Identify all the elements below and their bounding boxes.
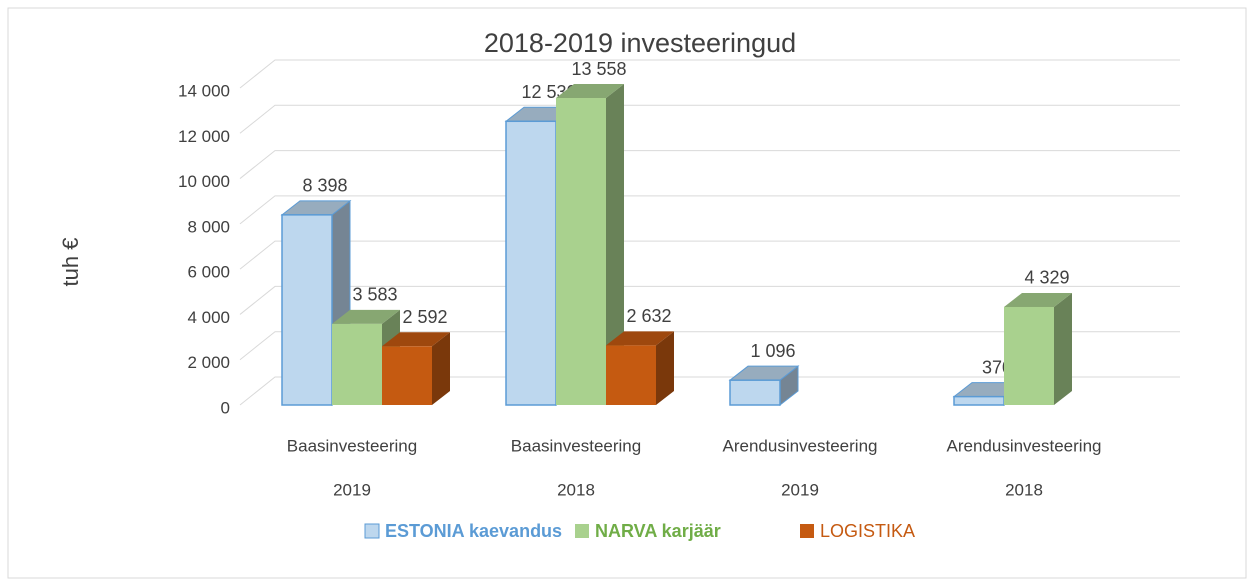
legend-swatch: [800, 524, 814, 538]
y-tick-label: 8 000: [187, 217, 230, 236]
legend-label: LOGISTIKA: [820, 521, 915, 541]
grid-line: [239, 331, 1180, 361]
bar: [953, 395, 1005, 406]
y-axis-label: tuh €: [58, 238, 83, 287]
bar-top: [332, 309, 400, 324]
bar: [1004, 306, 1054, 405]
y-tick-label: 14 000: [178, 81, 230, 100]
data-label: 13 558: [571, 59, 626, 79]
chart-title: 2018-2019 investeeringud: [484, 28, 796, 58]
y-tick-label: 0: [221, 398, 230, 417]
bar-side: [606, 84, 624, 405]
bar: [382, 346, 432, 405]
grid-line: [239, 376, 1180, 406]
bar: [332, 323, 382, 405]
x-tick-label: Baasinvesteering: [287, 436, 417, 455]
legend-swatch: [364, 523, 380, 539]
bar-top: [606, 331, 674, 346]
bar-top: [1004, 292, 1072, 307]
x-tick-label: Arendusinvesteering: [947, 436, 1102, 455]
data-label: 2 592: [402, 307, 447, 327]
x-tick-label: Baasinvesteering: [511, 436, 641, 455]
bar: [606, 345, 656, 405]
x-tick-label: Arendusinvesteering: [723, 436, 878, 455]
legend-swatch: [575, 524, 589, 538]
grid-line: [239, 195, 1180, 225]
y-tick-label: 12 000: [178, 127, 230, 146]
bar: [505, 120, 557, 406]
bar-side: [656, 331, 674, 405]
grid-line: [239, 150, 1180, 179]
bar-side: [432, 332, 450, 405]
x-tick-year: 2018: [1005, 480, 1043, 499]
bar: [729, 379, 781, 406]
y-tick-label: 10 000: [178, 172, 230, 191]
data-label: 8 398: [302, 176, 347, 196]
legend-label: ESTONIA kaevandus: [385, 521, 562, 541]
data-label: 1 096: [750, 341, 795, 361]
y-tick-label: 4 000: [187, 308, 230, 327]
grid-line: [239, 285, 1180, 315]
x-tick-year: 2018: [557, 480, 595, 499]
bar-side: [1054, 292, 1072, 405]
data-label: 2 632: [626, 306, 671, 326]
bar: [281, 214, 333, 406]
legend-label: NARVA karjäär: [595, 521, 721, 541]
x-tick-year: 2019: [781, 480, 819, 499]
y-tick-label: 6 000: [187, 263, 230, 282]
y-tick-label: 2 000: [187, 353, 230, 372]
grid-line: [239, 240, 1180, 270]
grid-line: [239, 104, 1180, 134]
data-label: 3 583: [352, 285, 397, 305]
grid-line: [239, 59, 1180, 89]
data-label: 4 329: [1024, 268, 1069, 288]
x-tick-year: 2019: [333, 480, 371, 499]
bar-top: [556, 84, 624, 99]
bar-top: [382, 332, 450, 347]
bar: [556, 98, 606, 405]
